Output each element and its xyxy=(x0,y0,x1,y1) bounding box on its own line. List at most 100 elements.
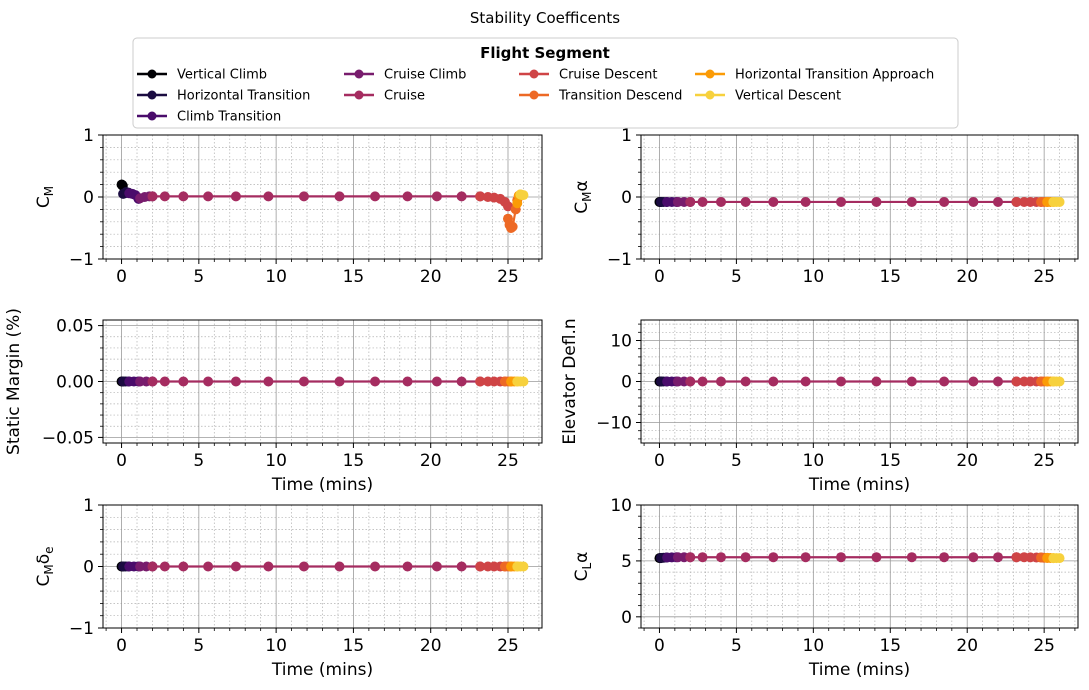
data-point xyxy=(992,196,1003,207)
data-point xyxy=(431,561,442,572)
data-point xyxy=(716,376,727,387)
series-group xyxy=(116,179,529,233)
y-axis-label: Elevator Defl.n xyxy=(560,318,580,444)
legend-entry: Climb Transition xyxy=(137,110,281,125)
data-point xyxy=(147,376,158,387)
data-point xyxy=(203,376,214,387)
y-axis-label-part: M xyxy=(580,191,594,201)
data-point xyxy=(147,561,158,572)
legend-marker xyxy=(147,90,157,100)
x-tick-label: 25 xyxy=(497,451,519,471)
data-point xyxy=(939,552,950,563)
legend-label: Horizontal Transition Approach xyxy=(735,68,934,83)
y-axis-label: CM xyxy=(34,186,56,208)
x-tick-label: 20 xyxy=(420,451,442,471)
legend-entry: Cruise Climb xyxy=(344,68,466,83)
data-point xyxy=(475,561,486,572)
data-point xyxy=(685,552,696,563)
legend-entry: Horizontal Transition xyxy=(137,89,310,104)
data-point xyxy=(370,561,381,572)
figure-title: Stability Coefficents xyxy=(470,9,620,27)
data-point xyxy=(456,561,467,572)
data-point xyxy=(402,376,413,387)
x-axis-label: Time (mins) xyxy=(808,660,910,680)
data-point xyxy=(968,552,979,563)
x-tick-label: 5 xyxy=(731,636,742,656)
x-tick-label: 10 xyxy=(265,636,287,656)
data-point xyxy=(370,376,381,387)
data-point xyxy=(456,191,467,202)
data-point xyxy=(298,561,309,572)
y-axis-label: Static Margin (%) xyxy=(4,308,24,455)
data-point xyxy=(507,221,518,232)
data-point xyxy=(431,191,442,202)
legend-entry: Horizontal Transition Approach xyxy=(695,68,934,83)
y-axis-label-part: M xyxy=(42,564,56,574)
data-point xyxy=(230,191,241,202)
x-tick-label: 0 xyxy=(116,451,127,471)
x-tick-label: 0 xyxy=(654,451,665,471)
data-point xyxy=(716,552,727,563)
data-point xyxy=(475,376,486,387)
y-axis-label-part: e xyxy=(42,546,56,553)
y-axis-label-part: C xyxy=(34,575,54,587)
x-tick-label: 20 xyxy=(420,636,442,656)
data-point xyxy=(697,376,708,387)
data-point xyxy=(1054,553,1065,564)
x-tick-label: 25 xyxy=(1033,267,1055,287)
y-tick-label: 0.00 xyxy=(56,373,94,393)
y-tick-label: 0 xyxy=(83,188,94,208)
x-tick-label: 0 xyxy=(116,636,127,656)
data-point xyxy=(800,376,811,387)
x-tick-label: 5 xyxy=(193,451,204,471)
data-point xyxy=(906,376,917,387)
legend-marker xyxy=(705,90,715,100)
data-point xyxy=(263,561,274,572)
legend-label: Cruise Climb xyxy=(384,68,466,83)
data-point xyxy=(230,376,241,387)
x-tick-label: 15 xyxy=(879,267,901,287)
y-axis-label-part: L xyxy=(580,563,594,570)
data-point xyxy=(203,561,214,572)
y-tick-label: 0.05 xyxy=(56,317,94,337)
data-point xyxy=(768,196,779,207)
data-point xyxy=(836,376,847,387)
data-point xyxy=(334,191,345,202)
y-axis-label-part: α xyxy=(572,180,592,191)
series-group xyxy=(116,376,529,387)
data-point xyxy=(939,196,950,207)
x-tick-label: 15 xyxy=(343,636,365,656)
x-tick-label: 15 xyxy=(343,267,365,287)
data-point xyxy=(836,552,847,563)
y-tick-label: 1 xyxy=(83,496,94,516)
data-point xyxy=(518,376,529,387)
data-point xyxy=(298,191,309,202)
x-tick-label: 20 xyxy=(956,636,978,656)
data-point xyxy=(968,376,979,387)
y-axis-label-part: C xyxy=(572,202,592,214)
x-tick-label: 25 xyxy=(1033,636,1055,656)
x-tick-label: 20 xyxy=(420,267,442,287)
x-axis-label: Time (mins) xyxy=(271,475,373,495)
y-axis-label-part: Static Margin (%) xyxy=(4,308,24,455)
y-tick-label: −0.05 xyxy=(42,428,94,448)
x-tick-label: 5 xyxy=(731,267,742,287)
series-group xyxy=(116,561,529,572)
data-point xyxy=(178,191,189,202)
y-tick-label: −1 xyxy=(69,619,94,639)
data-point xyxy=(178,561,189,572)
y-axis-label-part: δ xyxy=(34,554,54,564)
x-tick-label: 10 xyxy=(803,451,825,471)
series-group xyxy=(654,196,1065,207)
data-point xyxy=(800,196,811,207)
legend-label: Climb Transition xyxy=(177,110,281,125)
x-tick-label: 15 xyxy=(343,451,365,471)
chart-panel: 0 5 10 15 20 25 −0.05 0.00 0.05 Time (mins) Static… xyxy=(4,308,543,495)
y-tick-label: −1 xyxy=(607,250,632,270)
data-point xyxy=(906,552,917,563)
x-tick-label: 15 xyxy=(879,451,901,471)
data-point xyxy=(871,552,882,563)
y-tick-label: 1 xyxy=(83,126,94,146)
legend-label: Cruise xyxy=(384,89,425,104)
legend-marker xyxy=(147,111,157,121)
